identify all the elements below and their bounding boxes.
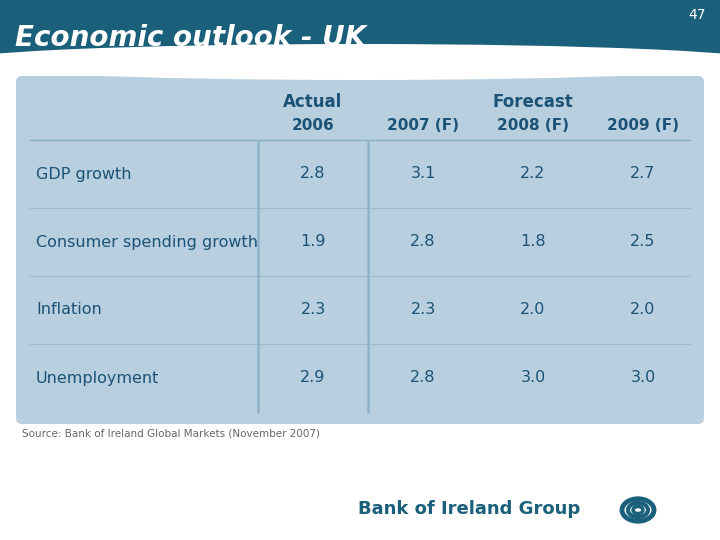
Text: 2008 (F): 2008 (F) bbox=[497, 118, 569, 133]
FancyBboxPatch shape bbox=[16, 76, 704, 424]
Text: 2.8: 2.8 bbox=[300, 166, 325, 181]
Text: Inflation: Inflation bbox=[36, 302, 102, 318]
Text: 1.9: 1.9 bbox=[300, 234, 325, 249]
Text: Economic outlook - UK: Economic outlook - UK bbox=[15, 24, 366, 52]
Text: Forecast: Forecast bbox=[492, 93, 573, 111]
Text: 3.0: 3.0 bbox=[631, 370, 656, 386]
Bar bbox=[0, 0, 720, 62]
Text: 2.2: 2.2 bbox=[521, 166, 546, 181]
Text: GDP growth: GDP growth bbox=[36, 166, 132, 181]
Text: 2007 (F): 2007 (F) bbox=[387, 118, 459, 133]
Text: Bank of Ireland Group: Bank of Ireland Group bbox=[358, 500, 580, 518]
Text: Unemployment: Unemployment bbox=[36, 370, 159, 386]
Text: 2009 (F): 2009 (F) bbox=[607, 118, 679, 133]
Ellipse shape bbox=[0, 44, 720, 80]
Text: 2.7: 2.7 bbox=[630, 166, 656, 181]
Text: 2.8: 2.8 bbox=[410, 370, 436, 386]
Text: 2.0: 2.0 bbox=[630, 302, 656, 318]
Text: 1.8: 1.8 bbox=[520, 234, 546, 249]
Text: 2.3: 2.3 bbox=[300, 302, 325, 318]
Text: 3.0: 3.0 bbox=[521, 370, 546, 386]
Text: 2.9: 2.9 bbox=[300, 370, 325, 386]
Text: 47: 47 bbox=[688, 8, 706, 22]
Text: 2.8: 2.8 bbox=[410, 234, 436, 249]
Text: 2.5: 2.5 bbox=[630, 234, 656, 249]
Text: 2.3: 2.3 bbox=[410, 302, 436, 318]
Text: 2006: 2006 bbox=[292, 118, 334, 133]
Text: Consumer spending growth: Consumer spending growth bbox=[36, 234, 258, 249]
Text: Actual: Actual bbox=[284, 93, 343, 111]
Text: Source: Bank of Ireland Global Markets (November 2007): Source: Bank of Ireland Global Markets (… bbox=[22, 428, 320, 438]
Text: 2.0: 2.0 bbox=[521, 302, 546, 318]
Text: 3.1: 3.1 bbox=[410, 166, 436, 181]
